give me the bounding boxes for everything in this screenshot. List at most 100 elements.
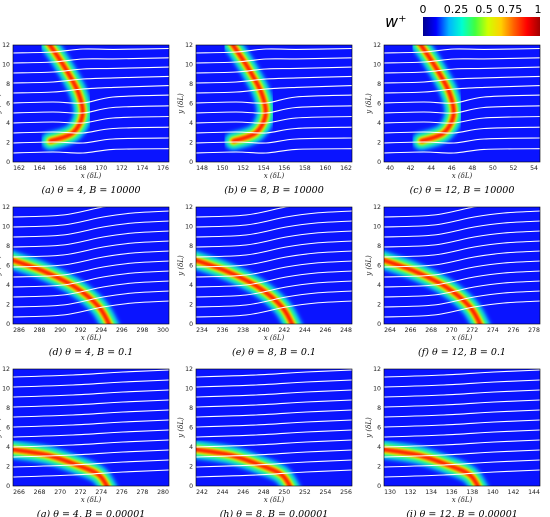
colorbar-tick: 0.25 [444,3,469,16]
x-tick-label: 236 [217,327,229,334]
panel-f: 0 2 4 6 8 10 12 264 266 268 270 272 274 276 278 x (δL) y… [365,204,541,358]
streamline [13,126,169,134]
y-tick-label: 0 [189,321,193,328]
x-tick-label: 276 [508,327,520,334]
y-tick-label: 10 [373,62,381,69]
y-tick-label: 2 [189,140,193,147]
x-tick-label: 52 [509,165,517,172]
x-tick-label: 266 [13,489,25,496]
streamline [13,449,169,458]
x-tick-label: 166 [54,165,66,172]
panel-a: 0 2 4 6 8 10 12 162 164 166 168 170 172 174 176 x (δL) y… [0,42,170,196]
streamline [13,300,169,318]
streamline [384,260,540,278]
panel-caption: (d) θ = 4, B = 0.1 [49,347,133,358]
streamline [13,230,169,248]
y-tick-label: 12 [373,42,381,49]
streamline [13,115,169,124]
streamline [13,85,169,94]
flame-front-layer [419,45,456,143]
colorbar: w⁺ 0 0.25 0.5 0.75 1 [385,3,542,36]
x-tick-label: 252 [299,489,311,496]
colorbar-tick: 0.5 [475,3,493,16]
x-tick-label: 248 [258,489,270,496]
y-tick-label: 6 [189,425,193,432]
x-tick-label: 266 [405,327,417,334]
streamline [196,240,352,258]
x-tick-label: 162 [340,165,352,172]
y-tick-label: 8 [189,81,193,88]
x-tick-label: 54 [530,165,538,172]
y-tick-label: 6 [6,425,10,432]
x-tick-label: 296 [116,327,128,334]
y-tick-label: 4 [6,120,10,127]
streamline [384,290,540,308]
y-tick-label: 8 [6,405,10,412]
streamline [196,270,352,288]
streamline [13,399,169,408]
streamline [384,419,540,428]
y-tick-label: 0 [189,159,193,166]
streamline [196,57,352,64]
x-axis-label: x (δL) [81,172,102,180]
x-tick-label: 44 [427,165,435,172]
x-tick-label: 176 [157,165,169,172]
colorbar-gradient [423,17,540,36]
x-tick-label: 142 [508,489,520,496]
panel-caption: (f) θ = 12, B = 0.1 [418,347,506,358]
y-tick-label: 2 [377,302,381,309]
y-tick-label: 12 [373,366,381,373]
y-tick-label: 12 [185,42,193,49]
streamline [196,94,352,104]
y-axis-label: y (δL) [177,255,185,277]
panel-caption: (g) θ = 4, B = 0.00001 [37,509,146,517]
y-tick-label: 10 [2,386,10,393]
x-tick-label: 134 [425,489,437,496]
streamline [196,369,352,378]
streamline [384,137,540,144]
plot-frame [383,368,541,487]
x-tick-label: 248 [340,327,352,334]
x-tick-label: 268 [34,489,46,496]
streamline [196,126,352,134]
panel-caption: (c) θ = 12, B = 10000 [410,185,515,196]
y-tick-label: 10 [2,62,10,69]
streamline [384,459,540,468]
field [384,207,540,324]
streamline [196,399,352,408]
y-axis-label: y (δL) [365,255,373,277]
streamline [196,85,352,94]
x-tick-label: 268 [425,327,437,334]
streamline [13,94,169,104]
streamline [196,469,352,478]
streamline [196,439,352,448]
field [13,207,169,324]
streamline [196,459,352,468]
streamline [384,230,540,248]
streamline [196,449,352,458]
x-tick-label: 298 [137,327,149,334]
field [384,45,540,154]
streamline [384,409,540,418]
streamline [384,240,540,258]
x-tick-label: 246 [320,327,332,334]
x-tick-label: 274 [95,489,107,496]
x-tick-label: 148 [196,165,208,172]
x-tick-label: 46 [448,165,456,172]
plot-frame [383,44,541,163]
x-tick-label: 132 [405,489,417,496]
y-axis-label: y (δL) [177,93,185,115]
streamline [384,250,540,268]
y-axis-label: y (δL) [365,93,373,115]
streamline [13,439,169,448]
colorbar-tick: 0 [420,3,427,16]
x-tick-label: 290 [54,327,66,334]
streamline [384,47,540,54]
streamline [384,449,540,458]
colorbar-tick: 0.75 [498,3,523,16]
y-tick-label: 12 [185,366,193,373]
y-tick-label: 10 [185,386,193,393]
